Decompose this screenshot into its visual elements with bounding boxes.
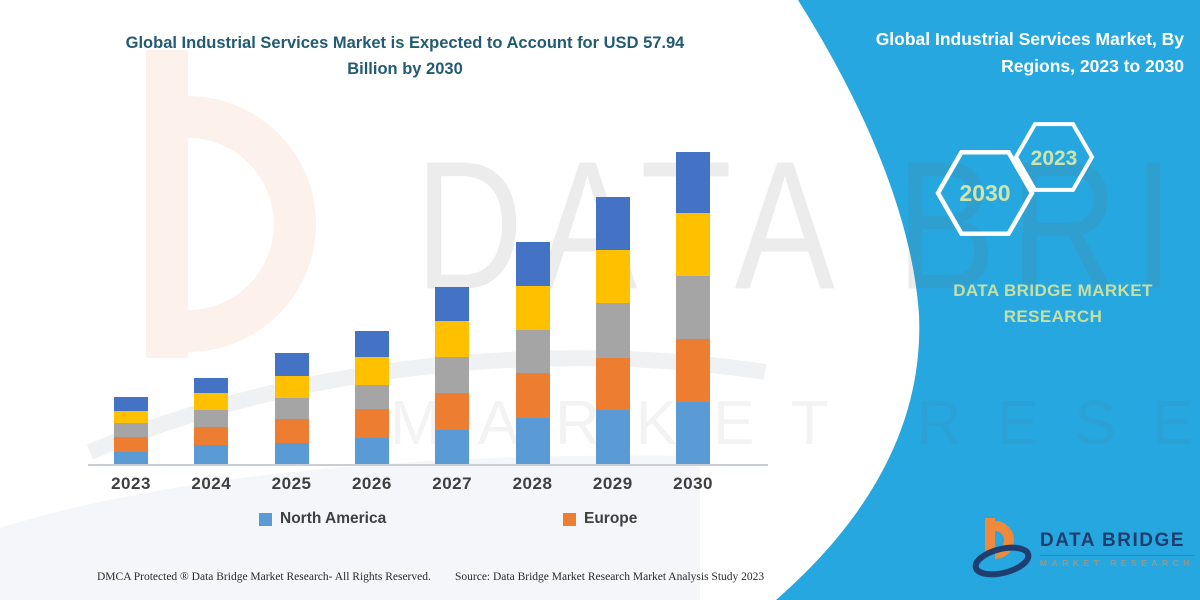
corner-logo-name: DATA BRIDGE	[1040, 530, 1185, 551]
bar-segment	[354, 438, 389, 464]
bar-segment	[274, 397, 309, 419]
bar-segment	[435, 320, 470, 357]
bar-segment	[676, 339, 711, 403]
bar-segment	[114, 437, 148, 453]
bar-segment	[354, 356, 389, 385]
bar-segment	[114, 397, 148, 412]
bar-segment	[274, 418, 309, 443]
bar-2027	[435, 286, 470, 464]
bar-segment	[114, 452, 148, 464]
bar-segment	[435, 356, 470, 393]
x-axis-label: 2026	[351, 474, 392, 493]
chart-title: Global Industrial Services Market is Exp…	[125, 34, 685, 79]
bar-segment	[435, 286, 470, 321]
x-axis-label: 2023	[111, 474, 151, 493]
bar-2026	[354, 331, 389, 464]
bar-segment	[595, 410, 630, 464]
bar-segment	[194, 393, 229, 411]
bar-segment	[676, 276, 711, 340]
bar-segment	[595, 303, 630, 359]
legend-label: Europe	[584, 510, 638, 527]
bar-segment	[676, 402, 711, 464]
bar-segment	[354, 409, 389, 439]
x-axis-label: 2029	[592, 474, 633, 493]
footer-source: Source: Data Bridge Market Research Mark…	[455, 571, 765, 583]
bar-segment	[114, 411, 148, 424]
bar-segment	[114, 423, 148, 438]
bar-segment	[676, 213, 711, 277]
x-axis-label: 2028	[512, 474, 553, 493]
bar-segment	[515, 285, 550, 330]
bar-2025	[274, 352, 309, 464]
bar-segment	[515, 373, 550, 419]
bar-segment	[595, 196, 630, 251]
bar-2028	[515, 241, 550, 464]
bar-segment	[354, 331, 389, 357]
bar-segment	[515, 418, 550, 464]
legend-item-europe: Europe	[563, 510, 637, 528]
bar-segment	[274, 375, 309, 398]
x-axis-label: 2027	[432, 474, 473, 493]
legend-item-north-america: North America	[259, 510, 386, 528]
bar-segment	[354, 384, 389, 410]
bar-segment	[194, 427, 229, 446]
corner-logo: DATA BRIDGE MARKET RESEARCH	[972, 516, 1194, 588]
bar-2023	[114, 397, 148, 464]
bar-segment	[676, 152, 711, 214]
legend-label: North America	[280, 510, 387, 527]
bar-2024	[194, 377, 229, 464]
legend-swatch-icon	[563, 512, 576, 526]
bar-segment	[194, 445, 229, 464]
x-axis-label: 2025	[271, 474, 312, 493]
x-axis-line	[88, 464, 768, 466]
bar-2030	[676, 152, 711, 464]
bar-segment	[515, 329, 550, 374]
x-axis-label: 2030	[673, 474, 713, 493]
bar-segment	[515, 241, 550, 286]
bar-segment	[435, 392, 470, 431]
bar-segment	[194, 377, 229, 394]
x-axis-label: 2024	[191, 474, 232, 493]
footer-copyright: DMCA Protected ® Data Bridge Market Rese…	[97, 571, 431, 583]
corner-logo-subtext: MARKET RESEARCH	[1040, 555, 1194, 568]
bar-segment	[194, 410, 229, 428]
legend-swatch-icon	[259, 512, 272, 526]
bar-segment	[274, 352, 309, 376]
bar-segment	[435, 430, 470, 464]
bar-segment	[595, 250, 630, 304]
bar-2029	[595, 196, 630, 464]
databridge-logo-icon	[972, 518, 1032, 578]
bar-segment	[274, 443, 309, 464]
bar-segment	[595, 358, 630, 411]
